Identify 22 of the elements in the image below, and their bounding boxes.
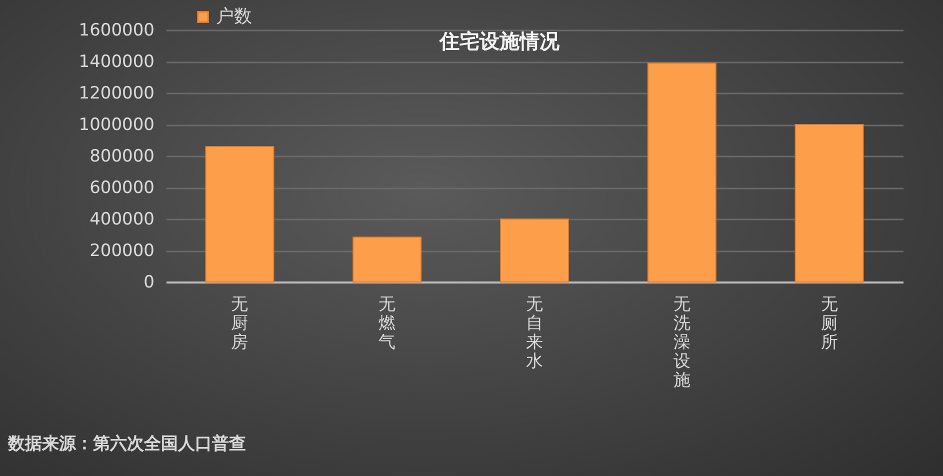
x-tick-label: 无厕所 bbox=[820, 294, 838, 352]
chart-title: 住宅设施情况 bbox=[438, 29, 560, 53]
bar bbox=[500, 218, 569, 282]
y-tick-label: 200000 bbox=[90, 241, 154, 261]
bar bbox=[205, 146, 274, 282]
legend-label: 户数 bbox=[216, 6, 252, 27]
bar bbox=[352, 236, 422, 282]
y-tick-label: 1200000 bbox=[78, 84, 154, 104]
x-tick-label: 无厨房 bbox=[231, 294, 248, 352]
source-note: 数据来源：第六次全国人口普查 bbox=[8, 433, 246, 455]
y-tick-label: 600000 bbox=[90, 178, 154, 198]
x-tick-label: 无自来水 bbox=[526, 294, 543, 372]
y-tick-label: 1000000 bbox=[78, 115, 154, 135]
y-tick-label: 0 bbox=[144, 272, 154, 292]
y-tick-label: 800000 bbox=[90, 146, 154, 166]
bar bbox=[647, 62, 716, 282]
bar bbox=[794, 124, 864, 282]
y-tick-label: 1600000 bbox=[78, 20, 154, 40]
x-tick-label: 无洗澡设施 bbox=[673, 294, 690, 390]
x-tick-label: 无燃气 bbox=[378, 294, 396, 352]
y-tick-label: 400000 bbox=[90, 210, 154, 230]
y-tick-label: 1400000 bbox=[78, 52, 154, 72]
